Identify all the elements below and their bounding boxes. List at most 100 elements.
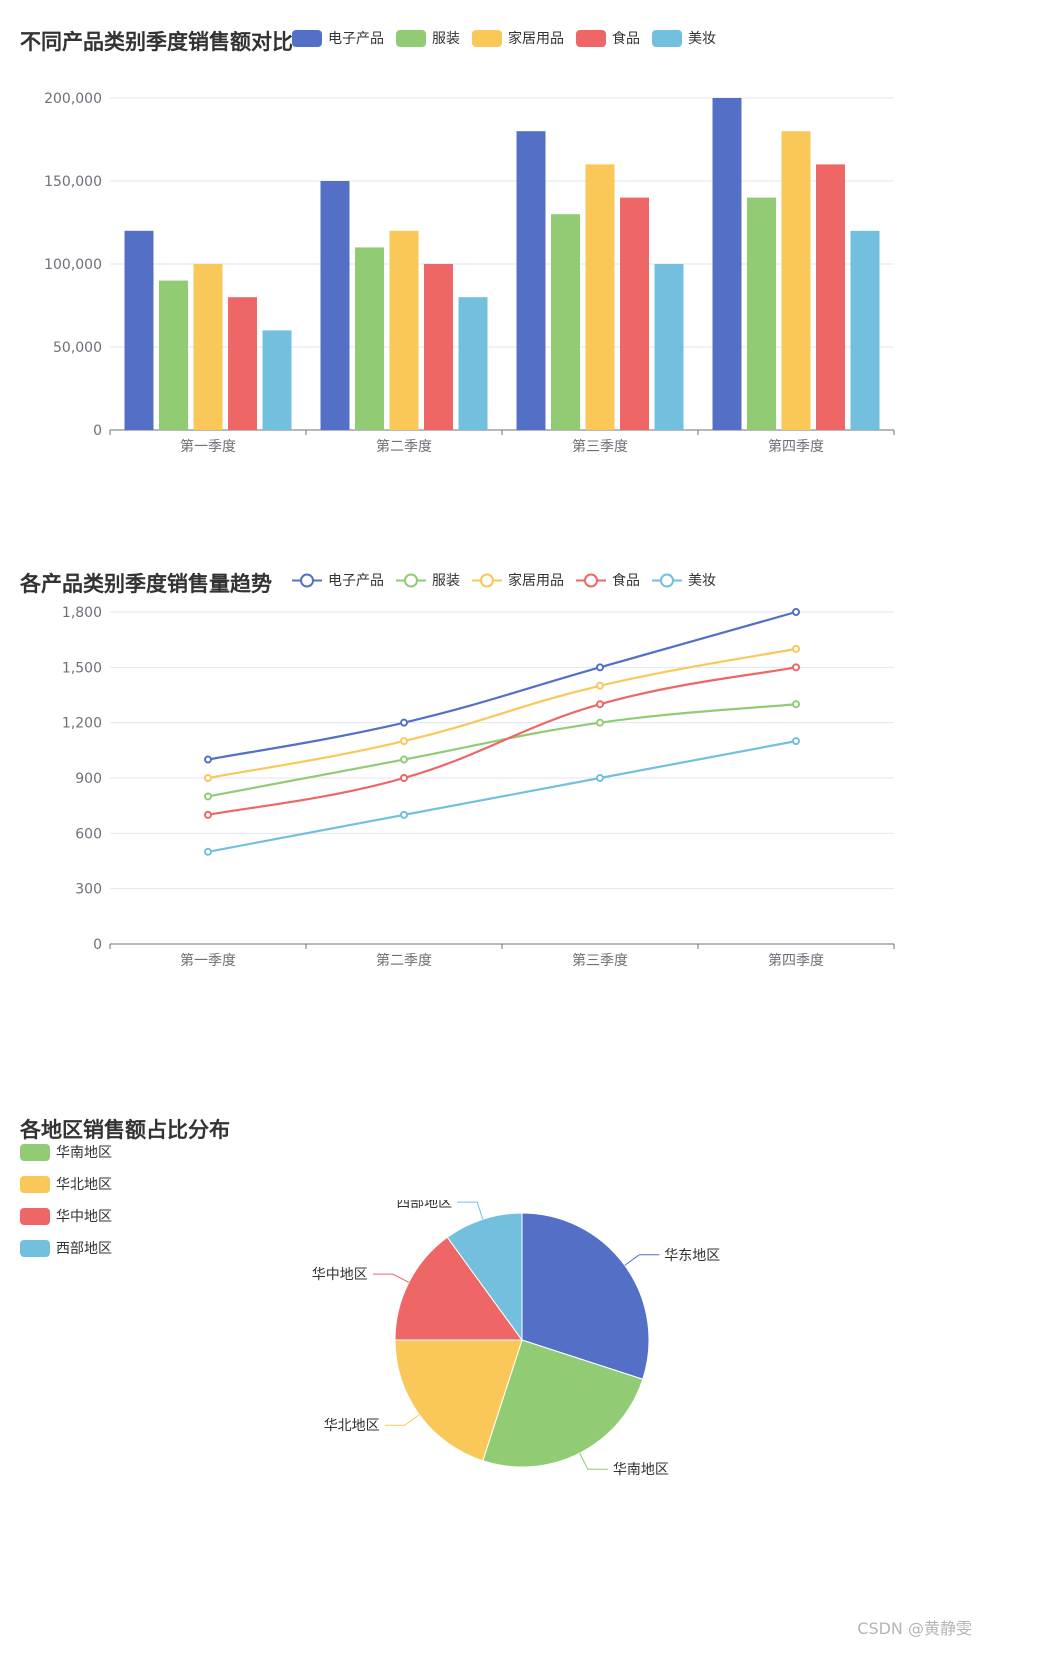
data-point xyxy=(204,774,212,782)
legend-line-marker xyxy=(652,573,682,587)
bar-legend-item[interactable]: 美妆 xyxy=(652,28,716,48)
pie-slice xyxy=(394,1339,523,1462)
legend-swatch xyxy=(652,29,682,47)
data-point xyxy=(792,737,800,746)
legend-swatch xyxy=(20,1143,50,1161)
legend-label: 华南地区 xyxy=(56,1145,112,1161)
pie-label-line xyxy=(384,1414,420,1426)
pie-slice xyxy=(394,1236,523,1341)
pie-slice-label: 西部地区 xyxy=(396,1200,452,1211)
legend-line-marker xyxy=(472,573,502,587)
x-tick-label: 第二季度 xyxy=(376,952,432,969)
data-point xyxy=(204,847,212,856)
watermark: CSDN @黄静雯 xyxy=(857,1619,972,1638)
data-point xyxy=(596,681,604,690)
bar-legend-item[interactable]: 食品 xyxy=(576,28,640,48)
legend-label: 华中地区 xyxy=(56,1209,112,1225)
y-tick-label: 100,000 xyxy=(44,257,102,273)
pie-legend-item[interactable]: 华中地区 xyxy=(20,1206,112,1226)
bar-legend-item[interactable]: 电子产品 xyxy=(292,28,384,48)
legend-label: 服装 xyxy=(432,31,460,47)
y-tick-label: 1,200 xyxy=(62,716,102,732)
pie-legend-item[interactable]: 华北地区 xyxy=(20,1174,112,1194)
legend-swatch xyxy=(472,29,502,47)
y-tick-label: 150,000 xyxy=(44,174,102,190)
data-point xyxy=(400,810,408,819)
y-tick-label: 0 xyxy=(93,423,102,439)
x-tick-label: 第一季度 xyxy=(180,438,236,455)
legend-swatch xyxy=(396,29,426,47)
bar xyxy=(320,181,350,430)
series-line xyxy=(207,610,797,761)
legend-swatch xyxy=(292,29,322,47)
data-point xyxy=(792,608,800,616)
line-legend-item[interactable]: 服装 xyxy=(396,570,460,590)
legend-label: 美妆 xyxy=(688,573,716,589)
pie-label-line xyxy=(624,1254,660,1266)
bar-legend-item[interactable]: 服装 xyxy=(396,28,460,48)
data-point xyxy=(596,700,604,709)
line-legend-item[interactable]: 电子产品 xyxy=(292,570,384,590)
legend-label: 华北地区 xyxy=(56,1177,112,1193)
data-point xyxy=(792,700,800,709)
line-legend-item[interactable]: 家居用品 xyxy=(472,570,564,590)
bar-legend-item[interactable]: 家居用品 xyxy=(472,28,564,48)
legend-label: 食品 xyxy=(612,573,640,589)
line-chart-legend: 电子产品 服装 家居用品 食品 美妆 xyxy=(292,570,716,590)
pie-slice xyxy=(482,1339,644,1468)
data-point xyxy=(596,663,604,672)
pie-chart-legend: 华南地区华北地区华中地区西部地区 xyxy=(20,1142,112,1258)
y-tick-label: 600 xyxy=(75,826,102,842)
legend-label: 美妆 xyxy=(688,31,716,47)
legend-line-marker xyxy=(576,573,606,587)
pie-slice xyxy=(521,1212,650,1380)
bar-chart: 0 50,000 100,000 150,000 200,000 第一季度 第二季度 第三季度… xyxy=(44,91,895,455)
legend-swatch xyxy=(20,1175,50,1193)
bar xyxy=(124,230,154,430)
series-line xyxy=(207,666,797,816)
bar xyxy=(585,164,615,430)
bar-chart-title: 不同产品类别季度销售额对比 xyxy=(20,30,293,54)
line-chart-title: 各产品类别季度销售量趋势 xyxy=(20,572,272,596)
pie-legend-item[interactable]: 西部地区 xyxy=(20,1238,112,1258)
legend-label: 电子产品 xyxy=(328,573,384,589)
bar xyxy=(620,197,649,430)
y-tick-label: 1,800 xyxy=(62,605,102,621)
x-tick-label: 第一季度 xyxy=(180,952,236,969)
bar xyxy=(712,98,742,430)
bar xyxy=(551,214,580,430)
pie-slice xyxy=(446,1212,523,1342)
y-tick-label: 200,000 xyxy=(44,91,102,107)
legend-line-marker xyxy=(292,573,322,587)
legend-label: 家居用品 xyxy=(508,31,564,47)
bar xyxy=(159,280,188,430)
pie-label-line xyxy=(372,1273,410,1283)
series-line xyxy=(207,647,797,780)
data-point xyxy=(792,663,800,672)
pie-label-line xyxy=(579,1452,608,1470)
data-point xyxy=(596,718,604,727)
data-point xyxy=(792,644,800,653)
data-point xyxy=(400,737,408,746)
legend-label: 西部地区 xyxy=(56,1241,112,1257)
legend-label: 食品 xyxy=(612,31,640,47)
bar xyxy=(781,131,811,430)
x-tick-label: 第三季度 xyxy=(572,438,628,455)
line-legend-item[interactable]: 食品 xyxy=(576,570,640,590)
pie-legend-item[interactable]: 华南地区 xyxy=(20,1142,112,1162)
pie-chart-title: 各地区销售额占比分布 xyxy=(20,1118,230,1142)
y-tick-label: 900 xyxy=(75,771,102,787)
data-point xyxy=(204,755,212,764)
data-point xyxy=(204,810,212,819)
pie-slice-label: 华南地区 xyxy=(613,1462,669,1478)
bar xyxy=(458,297,488,430)
line-legend-item[interactable]: 美妆 xyxy=(652,570,716,590)
data-point xyxy=(400,774,408,782)
bar xyxy=(747,197,776,430)
y-tick-label: 300 xyxy=(75,882,102,898)
x-tick-label: 第二季度 xyxy=(376,438,432,455)
bar xyxy=(355,247,384,430)
legend-line-marker xyxy=(396,573,426,587)
bar xyxy=(516,131,546,430)
